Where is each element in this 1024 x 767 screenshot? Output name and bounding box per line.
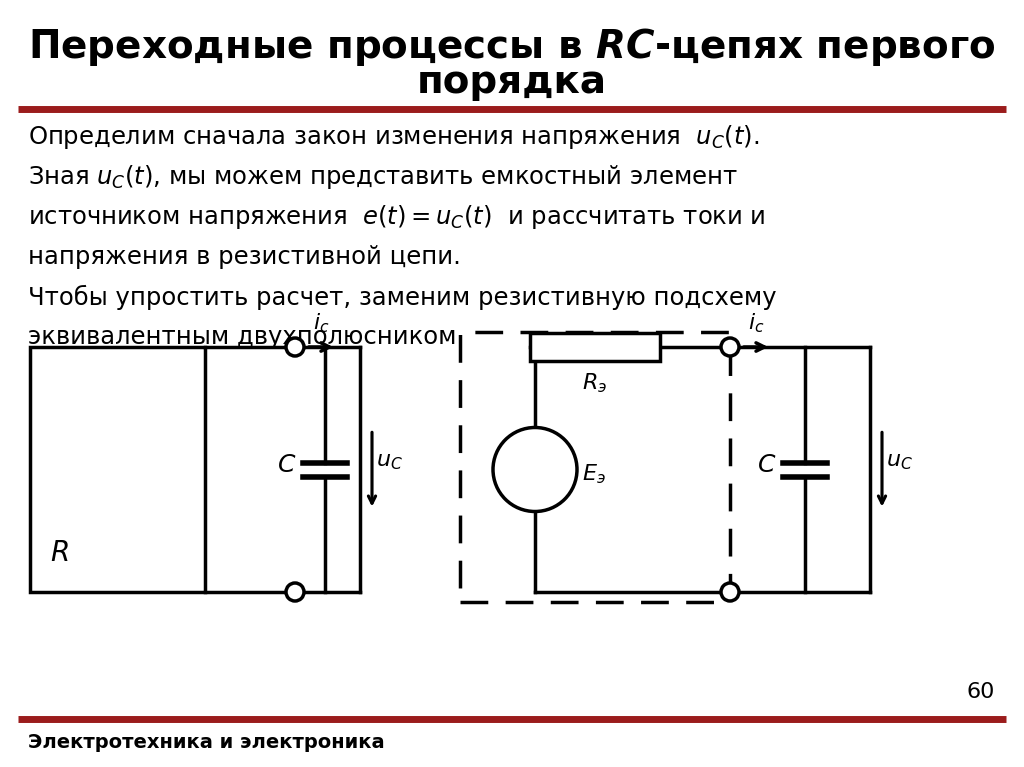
Circle shape <box>493 427 577 512</box>
Circle shape <box>286 338 304 356</box>
Text: $R_э$: $R_э$ <box>583 371 607 394</box>
Text: $i_c$: $i_c$ <box>748 311 764 335</box>
Text: Зная $u_C(t)$, мы можем представить емкостный элемент: Зная $u_C(t)$, мы можем представить емко… <box>28 163 737 191</box>
Text: напряжения в резистивной цепи.: напряжения в резистивной цепи. <box>28 245 461 269</box>
Circle shape <box>721 338 739 356</box>
Text: R: R <box>50 539 70 567</box>
Text: эквивалентным двухполюсником: эквивалентным двухполюсником <box>28 325 457 349</box>
Text: Определим сначала закон изменения напряжения  $u_C(t)$.: Определим сначала закон изменения напряж… <box>28 123 759 151</box>
Text: C: C <box>758 453 775 478</box>
Text: $E_э$: $E_э$ <box>582 463 606 486</box>
Text: Переходные процессы в $\bfit{RC}$-цепях первого: Переходные процессы в $\bfit{RC}$-цепях … <box>29 26 995 68</box>
Polygon shape <box>30 347 205 592</box>
Text: источником напряжения  $e(t){=}u_C(t)$  и рассчитать токи и: источником напряжения $e(t){=}u_C(t)$ и … <box>28 203 766 231</box>
Text: Электротехника и электроника: Электротехника и электроника <box>28 733 385 752</box>
Circle shape <box>721 583 739 601</box>
Text: 60: 60 <box>967 682 995 702</box>
Polygon shape <box>530 333 660 361</box>
Text: $u_C$: $u_C$ <box>886 452 912 472</box>
Text: порядка: порядка <box>417 63 607 101</box>
Text: $u_C$: $u_C$ <box>376 452 402 472</box>
Text: C: C <box>278 453 295 478</box>
Text: $i_c$: $i_c$ <box>312 311 330 335</box>
Text: Чтобы упростить расчет, заменим резистивную подсхему: Чтобы упростить расчет, заменим резистив… <box>28 285 776 310</box>
Circle shape <box>286 583 304 601</box>
